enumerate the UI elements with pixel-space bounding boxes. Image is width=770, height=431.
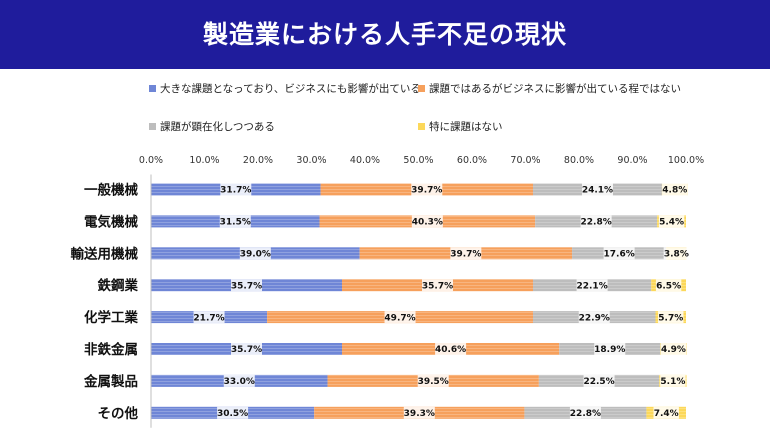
data-label-background [662, 183, 688, 196]
data-label: 33.0% [224, 377, 255, 387]
data-label-background [411, 215, 443, 228]
x-tick-label: 20.0% [243, 155, 273, 166]
data-label-background [660, 343, 687, 355]
legend-swatch-yellow [418, 123, 425, 130]
category-label: 化学工業 [84, 309, 138, 326]
x-tick-label: 60.0% [457, 155, 487, 166]
data-label: 49.7% [384, 313, 415, 323]
x-tick-label: 70.0% [510, 155, 540, 166]
x-tick-label: 50.0% [403, 155, 433, 166]
data-label: 5.4% [659, 218, 684, 228]
legend-swatch-orange [418, 85, 425, 92]
data-label-background [217, 406, 249, 419]
data-label-background [581, 183, 613, 196]
data-label: 22.8% [581, 218, 612, 228]
x-tick-label: 10.0% [189, 155, 219, 166]
page-title: 製造業における人手不足の現状 [202, 20, 567, 49]
data-label-background [576, 279, 608, 292]
data-label-background [594, 343, 626, 355]
data-label-background [435, 343, 467, 355]
category-label: その他 [98, 405, 139, 422]
legend-item-no-issue: 特に課題はない [418, 119, 503, 134]
data-label-background [655, 279, 682, 292]
data-label-background [580, 215, 612, 228]
data-label-background [653, 406, 679, 419]
legend-item-major-issue: 大きな課題となっており、ビジネスにも影響が出ている [149, 81, 421, 96]
legend-item-emerging-issue: 課題が顕在化しつつある [149, 119, 275, 134]
data-label: 39.0% [240, 250, 271, 260]
category-label: 金属製品 [83, 373, 138, 390]
data-label: 21.7% [193, 313, 224, 323]
data-label-background [230, 279, 262, 292]
data-label: 22.1% [576, 281, 607, 291]
data-label: 39.3% [404, 409, 435, 419]
category-label: 非鉄金属 [84, 341, 138, 358]
data-label-background [603, 247, 635, 260]
data-label-background [384, 311, 416, 324]
data-label-background [658, 215, 685, 228]
data-label: 18.9% [594, 345, 625, 355]
data-label-background [223, 374, 255, 387]
data-label: 39.5% [418, 377, 449, 387]
data-label-background [411, 183, 443, 196]
x-tick-label: 40.0% [350, 155, 380, 166]
data-label: 22.5% [583, 377, 614, 387]
data-label: 31.5% [220, 218, 251, 228]
legend-label: 課題が顕在化しつつある [160, 121, 275, 133]
data-label: 4.8% [662, 186, 687, 196]
data-label-background [193, 311, 225, 324]
data-label-background [663, 247, 690, 260]
data-label-background [583, 374, 615, 387]
data-label-background [239, 247, 271, 260]
data-label-background [219, 215, 251, 228]
data-label: 17.6% [604, 250, 635, 260]
x-tick-label: 100.0% [668, 155, 704, 166]
category-label: 鉄鋼業 [98, 277, 139, 294]
legend-swatch-gray [149, 123, 156, 130]
data-label-background [569, 406, 601, 419]
data-label: 30.5% [217, 409, 248, 419]
legend-item-minor-issue: 課題ではあるがビジネスに影響が出ている程ではない [418, 81, 681, 96]
legend-label: 課題ではあるがビジネスに影響が出ている程ではない [429, 83, 681, 95]
data-label: 22.9% [579, 313, 610, 323]
data-label: 39.7% [411, 186, 442, 196]
data-label: 4.9% [661, 345, 686, 355]
data-label: 7.4% [654, 409, 679, 419]
x-tick-label: 80.0% [564, 155, 594, 166]
data-label: 40.6% [435, 345, 466, 355]
data-label-background [450, 247, 482, 260]
data-label-background [658, 311, 684, 324]
category-label: 電気機械 [84, 213, 138, 230]
legend-label: 大きな課題となっており、ビジネスにも影響が出ている [160, 83, 421, 95]
data-label: 35.7% [231, 345, 262, 355]
data-label-background [578, 311, 610, 324]
category-label: 一般機械 [84, 182, 138, 199]
title-banner: 製造業における人手不足の現状 [0, 0, 770, 69]
x-tick-label: 90.0% [617, 155, 647, 166]
legend-label: 特に課題はない [429, 121, 503, 133]
data-label: 31.7% [220, 186, 251, 196]
data-label-background [417, 374, 449, 387]
legend-swatch-blue [149, 85, 156, 92]
data-label: 3.8% [664, 250, 689, 260]
data-label: 22.8% [570, 409, 601, 419]
data-label-background [421, 279, 453, 292]
data-label: 5.1% [660, 377, 685, 387]
data-label-background [403, 406, 435, 419]
data-label-background [220, 183, 252, 196]
data-label: 35.7% [422, 281, 453, 291]
data-label: 24.1% [582, 186, 613, 196]
data-label: 39.7% [450, 250, 481, 260]
data-label: 5.7% [658, 313, 683, 323]
data-label: 6.5% [656, 281, 681, 291]
x-tick-label: 30.0% [296, 155, 326, 166]
data-label-background [230, 343, 262, 355]
data-label: 40.3% [412, 218, 443, 228]
x-tick-label: 0.0% [139, 155, 163, 166]
data-label: 35.7% [231, 281, 262, 291]
category-label: 輸送用機械 [71, 245, 139, 262]
data-label-background [660, 374, 686, 387]
